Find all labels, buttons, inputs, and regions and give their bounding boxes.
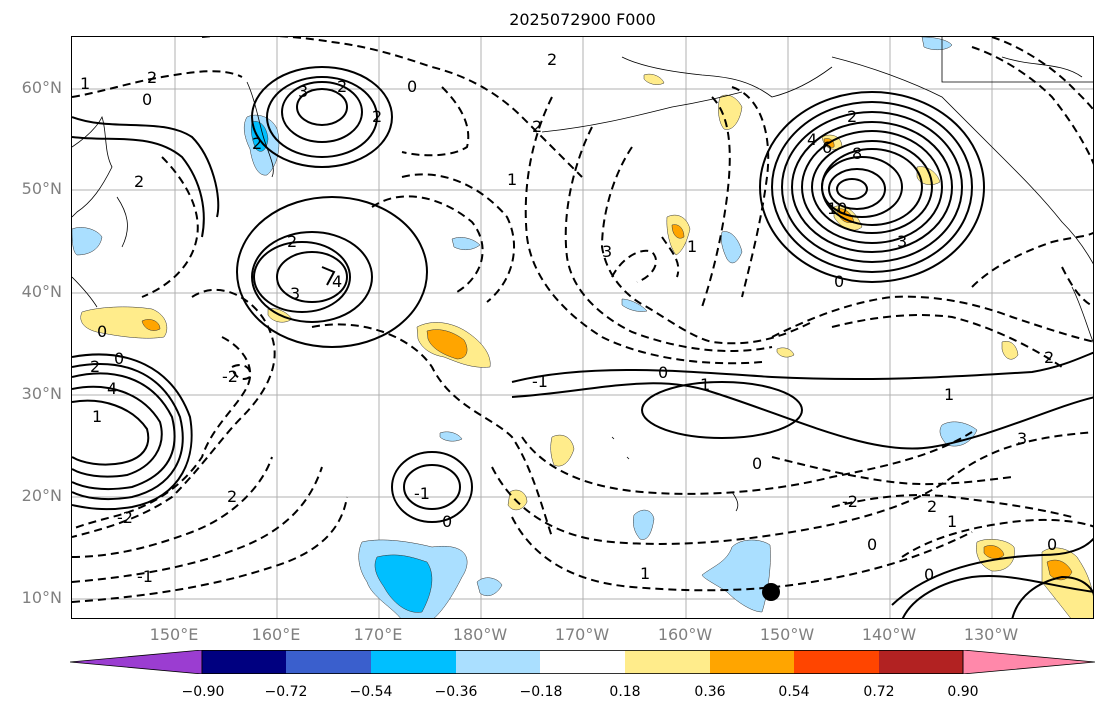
- svg-text:0: 0: [97, 322, 107, 341]
- svg-text:1: 1: [80, 74, 90, 93]
- svg-text:2: 2: [287, 232, 297, 251]
- colorbar-tick: −0.72: [264, 684, 308, 700]
- svg-text:4: 4: [332, 272, 342, 291]
- svg-text:0: 0: [867, 535, 877, 554]
- svg-text:2: 2: [1044, 348, 1054, 367]
- lon-label-150w: 150°W: [759, 625, 815, 644]
- colorbar-bin: [625, 650, 710, 674]
- svg-text:3: 3: [290, 284, 300, 303]
- svg-text:3: 3: [602, 242, 612, 261]
- location-marker: [762, 583, 780, 601]
- lon-label-170w: 170°W: [554, 625, 610, 644]
- svg-text:2: 2: [847, 107, 857, 126]
- colorbar-tick: 0.54: [778, 684, 810, 700]
- coastlines: [72, 37, 1093, 512]
- svg-text:1: 1: [687, 237, 697, 256]
- colorbar-tick: −0.90: [181, 684, 225, 700]
- svg-text:8: 8: [852, 144, 862, 163]
- svg-text:10: 10: [827, 199, 847, 218]
- lon-label-130w: 130°W: [963, 625, 1019, 644]
- colorbar-tick: 0.72: [863, 684, 895, 700]
- lat-label-30n: 30°N: [21, 384, 62, 403]
- colorbar-bin: [794, 650, 879, 674]
- lon-label-170e: 170°E: [353, 625, 403, 644]
- svg-text:-1: -1: [137, 567, 153, 586]
- colorbar-bin: [879, 650, 963, 674]
- contour-labels: 2 1 0 3 2 2 0 2 1 2 4 6 8 10 3 2 0 2 3 4…: [80, 50, 1057, 586]
- svg-text:3: 3: [897, 232, 907, 251]
- lat-label-10n: 10°N: [21, 588, 62, 607]
- svg-text:-2: -2: [222, 367, 238, 386]
- svg-text:2: 2: [532, 117, 542, 136]
- lon-label-150e: 150°E: [149, 625, 199, 644]
- svg-text:1: 1: [507, 170, 517, 189]
- map-title: 2025072900 F000: [509, 10, 656, 29]
- lat-label-40n: 40°N: [21, 282, 62, 301]
- svg-text:-2: -2: [117, 508, 133, 527]
- svg-text:4: 4: [107, 379, 117, 398]
- svg-text:2: 2: [134, 172, 144, 191]
- svg-text:0: 0: [142, 90, 152, 109]
- svg-text:2: 2: [147, 68, 157, 87]
- svg-text:1: 1: [640, 564, 650, 583]
- svg-text:0: 0: [658, 363, 668, 382]
- colorbar-tick: −0.54: [349, 684, 393, 700]
- colorbar-under-arrow: [70, 650, 203, 674]
- lon-label-160w: 160°W: [657, 625, 713, 644]
- svg-text:-1: -1: [532, 372, 548, 391]
- colorbar-tick: 0.18: [609, 684, 641, 700]
- colorbar-tick: 0.90: [947, 684, 979, 700]
- svg-text:0: 0: [924, 565, 934, 584]
- colorbar-bin: [710, 650, 794, 674]
- svg-text:1: 1: [92, 407, 102, 426]
- svg-text:3: 3: [298, 82, 308, 101]
- svg-text:-2: -2: [842, 492, 858, 511]
- colorbar-bin: [371, 650, 456, 674]
- colorbar-bin: [286, 650, 371, 674]
- svg-text:6: 6: [822, 138, 832, 157]
- svg-text:2: 2: [927, 497, 937, 516]
- colorbar-tick: −0.36: [434, 684, 478, 700]
- svg-text:0: 0: [834, 272, 844, 291]
- svg-text:0: 0: [407, 77, 417, 96]
- svg-text:0: 0: [442, 512, 452, 531]
- svg-text:2: 2: [547, 50, 557, 69]
- svg-text:2: 2: [372, 107, 382, 126]
- svg-text:3: 3: [1017, 429, 1027, 448]
- svg-text:1: 1: [947, 512, 957, 531]
- solid-contours: [72, 66, 1093, 618]
- colorbar-over-arrow: [962, 650, 1095, 674]
- svg-text:0: 0: [752, 454, 762, 473]
- map-panel: 2 1 0 3 2 2 0 2 1 2 4 6 8 10 3 2 0 2 3 4…: [71, 36, 1094, 619]
- map-canvas: 2 1 0 3 2 2 0 2 1 2 4 6 8 10 3 2 0 2 3 4…: [72, 37, 1093, 618]
- svg-text:2: 2: [252, 134, 262, 153]
- svg-text:2: 2: [227, 487, 237, 506]
- svg-text:-1: -1: [414, 484, 430, 503]
- lon-label-160e: 160°E: [251, 625, 301, 644]
- svg-text:1: 1: [700, 375, 710, 394]
- svg-text:4: 4: [807, 130, 817, 149]
- colorbar-tick: −0.18: [519, 684, 563, 700]
- svg-text:2: 2: [337, 77, 347, 96]
- lat-label-60n: 60°N: [21, 78, 62, 97]
- lat-label-20n: 20°N: [21, 486, 62, 505]
- colorbar-bin: [456, 650, 540, 674]
- colorbar: [70, 650, 1095, 674]
- dashed-contours: [72, 37, 1093, 603]
- lat-label-50n: 50°N: [21, 179, 62, 198]
- colorbar-bin: [202, 650, 286, 674]
- svg-text:0: 0: [1047, 535, 1057, 554]
- colorbar-tick: 0.36: [694, 684, 726, 700]
- svg-text:0: 0: [114, 349, 124, 368]
- lon-label-180w: 180°W: [452, 625, 508, 644]
- colorbar-bin: [540, 650, 625, 674]
- svg-text:1: 1: [944, 385, 954, 404]
- lon-label-140w: 140°W: [861, 625, 917, 644]
- svg-text:2: 2: [90, 357, 100, 376]
